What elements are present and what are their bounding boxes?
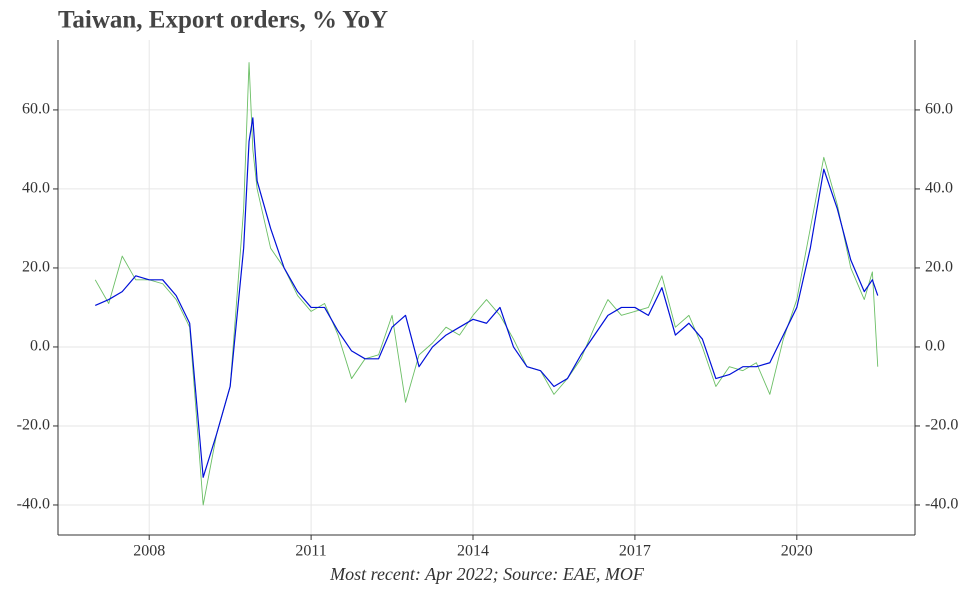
- y2-tick-label: 40.0: [925, 180, 953, 197]
- y2-tick-label: -40.0: [925, 496, 958, 513]
- x-tick-label: 2011: [295, 543, 326, 560]
- chart-title: Taiwan, Export orders, % YoY: [58, 7, 388, 34]
- y-tick-label: 60.0: [22, 101, 50, 118]
- x-tick-label: 2020: [781, 543, 813, 560]
- y2-tick-label: 60.0: [925, 101, 953, 118]
- y2-tick-label: -20.0: [925, 417, 958, 434]
- y-tick-label: 0.0: [30, 338, 50, 355]
- y-tick-label: -40.0: [17, 496, 50, 513]
- y-tick-label: -20.0: [17, 417, 50, 434]
- y2-tick-label: 0.0: [925, 338, 945, 355]
- y2-tick-label: 20.0: [925, 259, 953, 276]
- footnote: Most recent: Apr 2022; Source: EAE, MOF: [329, 564, 645, 584]
- y-tick-label: 40.0: [22, 180, 50, 197]
- x-tick-label: 2014: [457, 543, 489, 560]
- y-tick-label: 20.0: [22, 259, 50, 276]
- line-series: [94, 117, 879, 478]
- line-series: [94, 62, 879, 506]
- x-tick-label: 2008: [133, 543, 165, 560]
- x-tick-label: 2017: [619, 543, 651, 560]
